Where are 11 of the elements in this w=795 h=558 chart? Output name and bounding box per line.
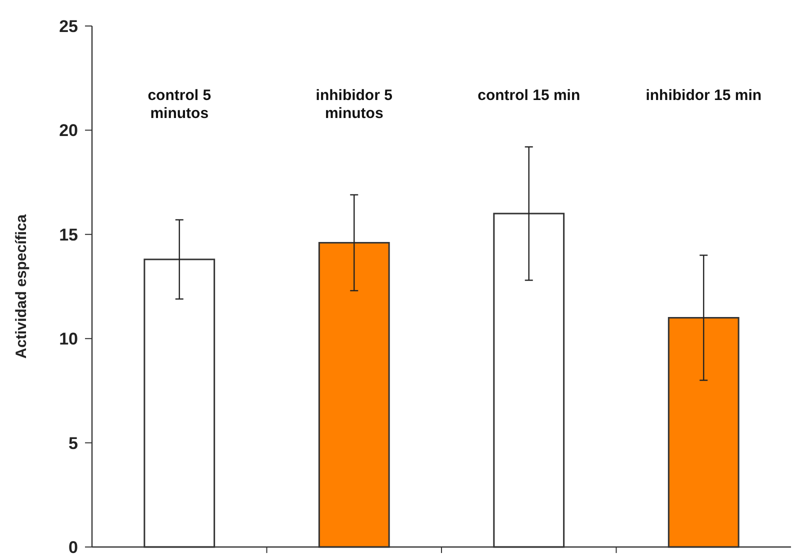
y-tick-label: 5 — [68, 434, 78, 453]
y-tick-label: 15 — [59, 225, 78, 244]
y-tick-label: 0 — [68, 538, 78, 557]
x-tick-label: control 15 min — [478, 87, 580, 104]
y-tick-label: 20 — [59, 121, 78, 140]
x-tick-label: control 5 minutos — [148, 87, 212, 122]
y-tick-label: 10 — [59, 330, 78, 349]
y-tick-label: 25 — [59, 16, 78, 36]
y-axis-title: Actividad específica — [13, 214, 30, 359]
x-tick-label: inhibidor 5 minutos — [316, 87, 392, 122]
x-tick-label: inhibidor 15 min — [646, 87, 762, 104]
